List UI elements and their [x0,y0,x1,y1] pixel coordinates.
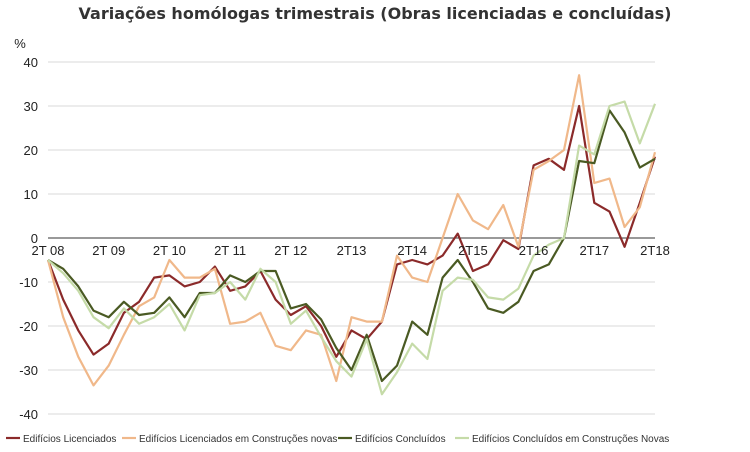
y-tick-label: -40 [19,407,38,422]
legend: Edifícios Licenciados Edifícios Licenciad… [6,434,669,445]
y-axis-unit: % [14,36,26,51]
x-tick-label: 2T 12 [274,243,307,258]
legend-label: Edifícios Licenciados [23,434,116,445]
legend-label: Edifícios Concluídos [355,434,446,445]
series-line-1 [46,104,657,358]
legend-label: Edifícios Licenciados em Construções nov… [139,434,337,445]
x-tick-label: 2T15 [458,243,488,258]
y-tick-label: 0 [31,231,38,246]
y-tick-label: -10 [19,275,38,290]
series-line-3 [47,109,656,383]
y-tick-label: -20 [19,319,38,334]
series-line-4 [47,100,657,396]
x-tick-label: 2T18 [640,243,670,258]
y-tick-label: 30 [24,99,38,114]
x-tick-label: 2T17 [579,243,609,258]
y-tick-label: 40 [24,55,38,70]
series-line-2 [46,74,657,387]
x-tick-label: 2T 08 [31,243,64,258]
x-tick-label: 2T 09 [92,243,125,258]
y-tick-label: -30 [19,363,38,378]
y-tick-labels: 40 30 20 10 0 -10 -20 -30 -40 [19,55,38,422]
legend-label: Edifícios Concluídos em Construções Nova… [472,434,669,445]
x-tick-label: 2T 11 [214,243,246,258]
x-tick-labels: 2T 08 2T 09 2T 10 2T 11 2T 12 2T13 2T14 2T15 2T1… [31,243,669,258]
y-tick-label: 20 [24,143,38,158]
y-tick-label: 10 [24,187,38,202]
x-tick-label: 2T 10 [153,243,186,258]
x-tick-label: 2T13 [337,243,367,258]
chart-title: Variações homólogas trimestrais (Obras l… [78,4,672,23]
gridlines [48,61,655,415]
x-tick-label: 2T14 [397,243,427,258]
x-tick-label: 2T16 [519,243,549,258]
series-lines [46,74,657,396]
